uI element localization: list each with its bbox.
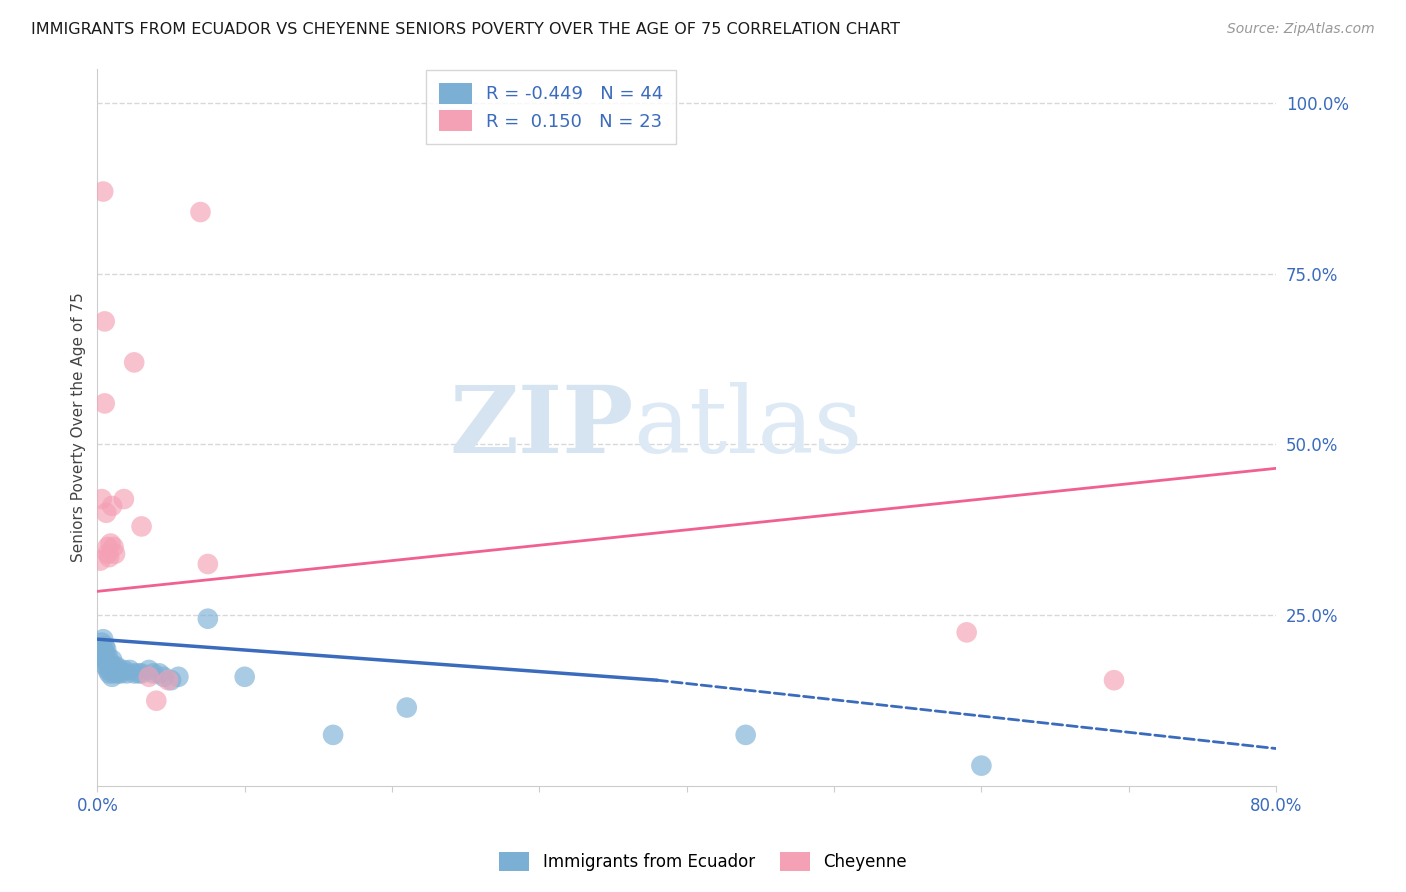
Point	[734, 728, 756, 742]
Point	[138, 670, 160, 684]
Point	[100, 536, 122, 550]
Point	[105, 659, 128, 673]
Point	[96, 506, 118, 520]
Point	[89, 646, 111, 660]
Text: IMMIGRANTS FROM ECUADOR VS CHEYENNE SENIORS POVERTY OVER THE AGE OF 75 CORRELATI: IMMIGRANTS FROM ECUADOR VS CHEYENNE SENI…	[31, 22, 900, 37]
Point	[103, 659, 125, 673]
Point	[145, 694, 167, 708]
Point	[108, 663, 131, 677]
Point	[97, 656, 120, 670]
Point	[104, 663, 127, 677]
Point	[122, 666, 145, 681]
Point	[233, 670, 256, 684]
Point	[128, 666, 150, 681]
Point	[100, 663, 122, 677]
Point	[93, 639, 115, 653]
Point	[91, 185, 114, 199]
Point	[90, 649, 112, 664]
Point	[131, 519, 153, 533]
Point	[956, 625, 979, 640]
Point	[970, 758, 993, 772]
Point	[103, 666, 125, 681]
Point	[97, 649, 120, 664]
Point	[98, 550, 121, 565]
Point	[90, 635, 112, 649]
Point	[152, 670, 174, 684]
Point	[90, 492, 112, 507]
Point	[197, 612, 219, 626]
Point	[110, 666, 132, 681]
Point	[101, 499, 124, 513]
Point	[142, 666, 165, 681]
Point	[100, 656, 122, 670]
Point	[131, 666, 153, 681]
Point	[157, 673, 180, 688]
Point	[89, 553, 111, 567]
Point	[97, 663, 120, 677]
Point	[167, 670, 190, 684]
Point	[98, 666, 121, 681]
Point	[138, 663, 160, 677]
Point	[190, 205, 212, 219]
Point	[395, 700, 418, 714]
Point	[197, 557, 219, 571]
Point	[103, 540, 125, 554]
Point	[93, 653, 115, 667]
Point	[98, 659, 121, 673]
Point	[322, 728, 344, 742]
Point	[101, 653, 124, 667]
Point	[96, 642, 118, 657]
Point	[96, 659, 118, 673]
Legend: R = -0.449   N = 44, R =  0.150   N = 23: R = -0.449 N = 44, R = 0.150 N = 23	[426, 70, 676, 144]
Point	[101, 670, 124, 684]
Point	[104, 547, 127, 561]
Point	[112, 663, 135, 677]
Text: Source: ZipAtlas.com: Source: ZipAtlas.com	[1227, 22, 1375, 37]
Point	[1102, 673, 1125, 688]
Legend: Immigrants from Ecuador, Cheyenne: Immigrants from Ecuador, Cheyenne	[491, 843, 915, 880]
Point	[91, 642, 114, 657]
Point	[97, 540, 120, 554]
Text: ZIP: ZIP	[450, 383, 634, 473]
Point	[122, 355, 145, 369]
Point	[93, 314, 115, 328]
Point	[112, 492, 135, 507]
Text: atlas: atlas	[634, 383, 863, 473]
Point	[97, 547, 120, 561]
Point	[160, 673, 183, 688]
Point	[91, 632, 114, 647]
Y-axis label: Seniors Poverty Over the Age of 75: Seniors Poverty Over the Age of 75	[72, 293, 86, 562]
Point	[107, 666, 129, 681]
Point	[118, 663, 141, 677]
Point	[115, 666, 138, 681]
Point	[93, 646, 115, 660]
Point	[93, 396, 115, 410]
Point	[148, 666, 170, 681]
